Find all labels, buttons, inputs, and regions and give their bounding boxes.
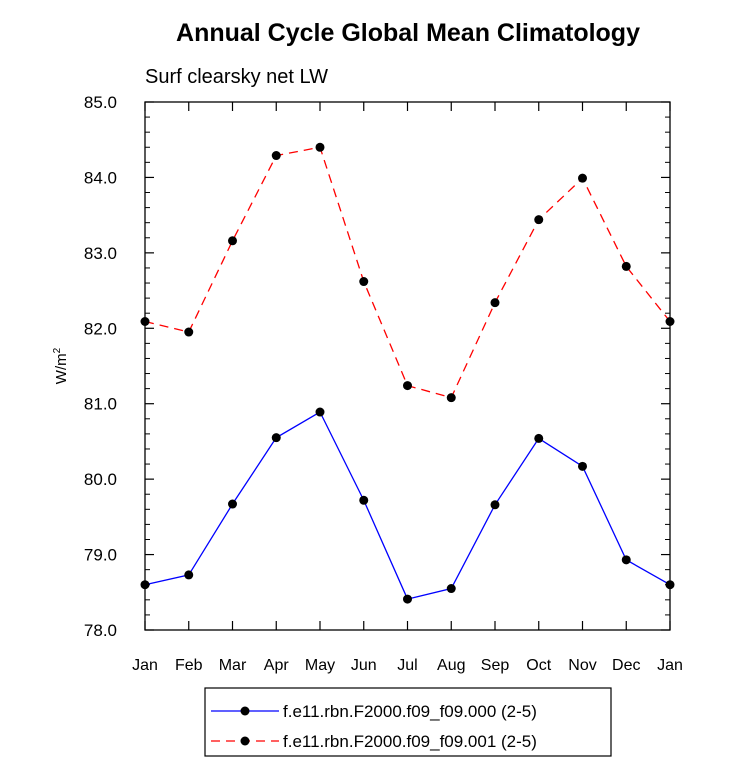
x-tick-label: Aug [437,657,465,674]
series-2-point [403,381,412,391]
series-1-point [228,499,237,509]
series-1-point [271,433,281,443]
plot-frame [144,101,671,631]
x-tick-label: Jun [351,657,377,674]
series-1-point [315,407,325,417]
chart-title: Annual Cycle Global Mean Climatology [176,19,640,47]
series-1-point [534,433,544,443]
series-line-2 [144,146,671,399]
y-tick-label: 79.0 [84,546,117,565]
series-2-point [490,298,500,308]
y-tick-label: 81.0 [84,395,117,414]
series-1-point [140,580,150,590]
y-tick-label: 85.0 [84,93,117,112]
series-layer [140,142,675,604]
x-tick-label: Jan [132,657,158,674]
series-1-point [490,500,500,510]
series-1-point [578,461,587,471]
x-tick-label: Sep [481,657,510,674]
series-1-point [446,584,456,594]
series-2-point [359,277,369,287]
y-tick-label: 82.0 [84,319,117,338]
x-tick-label: Jan [657,657,683,674]
series-2-point [446,393,456,403]
series-2-point [140,316,150,326]
series-1-point [403,594,412,604]
series-2-point [271,151,281,161]
y-axis-label-text: W/m [53,353,70,384]
x-tick-label: Dec [612,657,640,674]
y-tick-label: 84.0 [84,168,117,187]
series-line-1 [144,411,671,600]
y-tick-label: 80.0 [84,470,117,489]
legend-box [204,687,612,757]
series-2-point [578,173,587,183]
chart-subtitle: Surf clearsky net LW [145,66,328,88]
x-tick-label: Nov [568,657,596,674]
y-tick-label: 83.0 [84,244,117,263]
legend-marker-2 [240,736,250,746]
x-tick-label: Jul [397,657,417,674]
x-tick-label: Mar [219,657,247,674]
legend-marker-1 [240,706,250,716]
series-1-point [359,495,369,505]
series-2-point [228,236,237,246]
series-1-point [665,580,675,590]
series-2-point [665,316,675,326]
x-tick-label: May [305,657,335,674]
y-axis-label-superscript: 2 [52,347,63,353]
series-1-point [184,570,194,580]
series-2-point [315,142,325,152]
y-tick-label: 78.0 [84,621,117,640]
legend-label-2: f.e11.rbn.F2000.f09_f09.001 (2-5) [283,732,537,751]
series-1-point [621,555,631,565]
series-2-point [184,327,194,337]
x-tick-label: Oct [526,657,551,674]
series-2-point [621,261,631,271]
legend-label-1: f.e11.rbn.F2000.f09_f09.000 (2-5) [283,702,537,721]
plot-axes: 78.0 79.0 80.0 81.0 82.0 83.0 84.0 85.0 Jan Feb Ma… [84,93,683,674]
y-axis-label: W/m2 [52,347,70,384]
x-tick-label: Feb [175,657,203,674]
legend: f.e11.rbn.F2000.f09_f09.000 (2-5) f.e11.r… [204,687,612,757]
series-2-point [534,215,544,225]
x-tick-label: Apr [264,657,290,674]
